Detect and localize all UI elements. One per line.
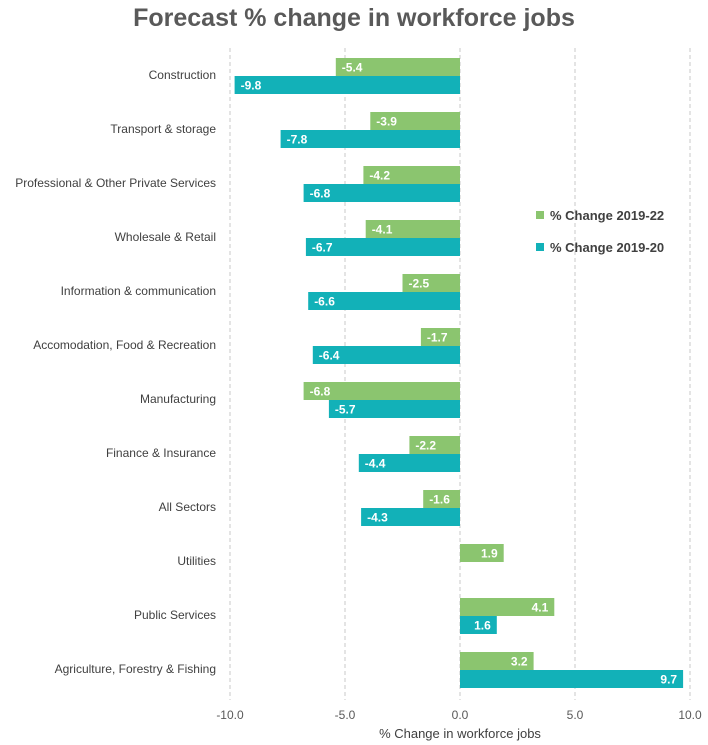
bar <box>460 670 684 688</box>
data-label: -1.6 <box>429 493 450 507</box>
legend-swatch-2019-22 <box>536 211 544 219</box>
data-label: -5.4 <box>342 61 363 75</box>
data-label: 9.7 <box>660 673 677 687</box>
bar <box>305 238 460 256</box>
gridlines <box>229 48 691 700</box>
bar <box>335 58 460 76</box>
x-tick-label: 10.0 <box>678 708 702 722</box>
data-label: -6.8 <box>310 187 331 201</box>
chart-title: Forecast % change in workforce jobs <box>133 4 575 32</box>
data-label: -2.5 <box>409 277 430 291</box>
legend-label-2019-22: % Change 2019-22 <box>550 207 665 223</box>
bar <box>423 490 460 508</box>
category-label: Information & communication <box>61 284 216 298</box>
bar <box>303 184 460 202</box>
data-label: -4.3 <box>367 511 388 525</box>
data-label: -6.8 <box>310 385 331 399</box>
bar <box>303 382 460 400</box>
category-label: Public Services <box>134 608 216 622</box>
data-label: -2.2 <box>415 439 436 453</box>
bar <box>312 346 460 364</box>
data-label: -5.7 <box>335 403 356 417</box>
x-tick-label: 5.0 <box>567 708 584 722</box>
data-label: -6.4 <box>319 349 340 363</box>
data-label: -7.8 <box>287 133 308 147</box>
category-label: Wholesale & Retail <box>115 230 216 244</box>
legend-label-2019-20: % Change 2019-20 <box>550 239 665 255</box>
category-label: Utilities <box>177 554 216 568</box>
bar <box>358 454 460 472</box>
data-label: -1.7 <box>427 331 448 345</box>
bar <box>420 328 460 346</box>
bar <box>460 544 504 562</box>
category-label: Manufacturing <box>140 392 216 406</box>
data-label: 4.1 <box>532 601 549 615</box>
category-label: Accomodation, Food & Recreation <box>33 338 216 352</box>
legend-item-2019-22: % Change 2019-22 <box>536 205 664 225</box>
data-label: -4.4 <box>365 457 386 471</box>
bar <box>328 400 460 418</box>
bar <box>460 652 534 670</box>
data-label: 1.6 <box>474 619 491 633</box>
category-label: Professional & Other Private Services <box>15 176 216 190</box>
category-label: All Sectors <box>159 500 216 514</box>
bar <box>365 220 460 238</box>
bar <box>402 274 460 292</box>
bar <box>460 616 497 634</box>
bar <box>363 166 460 184</box>
category-labels: Construction Transport & storage Professio… <box>15 68 216 676</box>
category-label: Finance & Insurance <box>106 446 216 460</box>
data-label: 1.9 <box>481 547 498 561</box>
bars <box>234 58 684 688</box>
category-label: Construction <box>149 68 216 82</box>
bar <box>234 76 460 94</box>
legend: % Change 2019-22 % Change 2019-20 <box>536 205 664 269</box>
category-label: Transport & storage <box>110 122 216 136</box>
data-label: 3.2 <box>511 655 528 669</box>
category-label: Agriculture, Forestry & Fishing <box>55 662 216 676</box>
legend-item-2019-20: % Change 2019-20 <box>536 237 664 257</box>
legend-swatch-2019-20 <box>536 243 544 251</box>
bar <box>308 292 460 310</box>
bar <box>370 112 460 130</box>
bar <box>460 598 555 616</box>
data-label: -6.6 <box>314 295 335 309</box>
bar <box>361 508 460 526</box>
x-tick-label: -5.0 <box>335 708 356 722</box>
data-label: -3.9 <box>376 115 397 129</box>
data-label: -4.2 <box>369 169 390 183</box>
bar <box>409 436 460 454</box>
data-labels: -5.4 -9.8 -3.9 -7.8 -4.2 -6.8 -4.1 -6.7 -2.5 -6.6… <box>241 61 678 687</box>
data-label: -9.8 <box>241 79 262 93</box>
x-axis-title: % Change in workforce jobs <box>379 726 541 741</box>
x-tick-label: 0.0 <box>452 708 469 722</box>
data-label: -6.7 <box>312 241 333 255</box>
x-tick-label: -10.0 <box>216 708 244 722</box>
bar <box>280 130 460 148</box>
data-label: -4.1 <box>372 223 393 237</box>
x-tick-labels: -10.0 -5.0 0.0 5.0 10.0 <box>216 708 702 722</box>
